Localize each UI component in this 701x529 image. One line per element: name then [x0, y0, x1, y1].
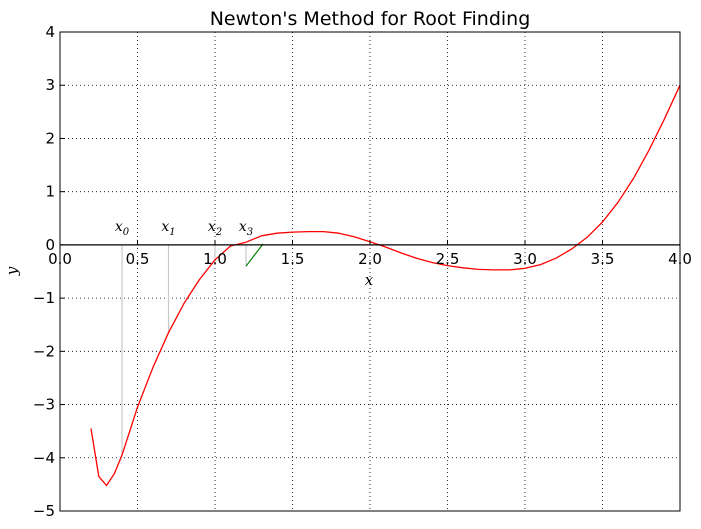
- x-tick-label: 2.0: [358, 250, 382, 268]
- x-tick-label: 0.5: [126, 250, 150, 268]
- x-tick-label: 4.0: [668, 250, 692, 268]
- iteration-label: x3: [239, 219, 253, 238]
- x-tick-label: 1.5: [281, 250, 305, 268]
- iteration-label: x1: [161, 219, 175, 238]
- y-tick-label: −2: [33, 342, 55, 360]
- x-tick-label: 3.5: [591, 250, 615, 268]
- y-tick-label: −3: [33, 396, 55, 414]
- x-tick-label: 2.5: [436, 250, 460, 268]
- iteration-label: x0: [115, 219, 130, 238]
- x-tick-label: 3.0: [513, 250, 537, 268]
- y-tick-label: 3: [45, 76, 55, 94]
- x-axis-label: x: [365, 271, 374, 289]
- y-axis-label: y: [3, 266, 21, 276]
- chart-title: Newton's Method for Root Finding: [210, 8, 531, 30]
- y-tick-label: −4: [33, 449, 55, 467]
- y-tick-label: 1: [45, 183, 55, 201]
- plot-frame: [59, 31, 681, 512]
- y-tick-label: 0: [45, 236, 55, 254]
- series-layer: [90, 84, 681, 487]
- function-curve: [90, 84, 681, 487]
- x-tick-label: 1.0: [203, 250, 227, 268]
- iteration-guides: [121, 244, 247, 456]
- label-layer: 0.0 0.5 1.0 1.5 2.0 2.5 3.0 3.5 4.0 −5 −4 −3 −2 −1 0 1 2…: [33, 23, 692, 520]
- x-tick-label: 0.0: [48, 250, 72, 268]
- y-tick-label: 4: [45, 23, 55, 41]
- y-tick-label: −1: [33, 289, 55, 307]
- tangent-line: [245, 243, 264, 267]
- y-tick-label: −5: [33, 502, 55, 520]
- iteration-label: x2: [208, 219, 222, 238]
- y-tick-label: 2: [45, 129, 55, 147]
- axis-layer: [59, 31, 681, 512]
